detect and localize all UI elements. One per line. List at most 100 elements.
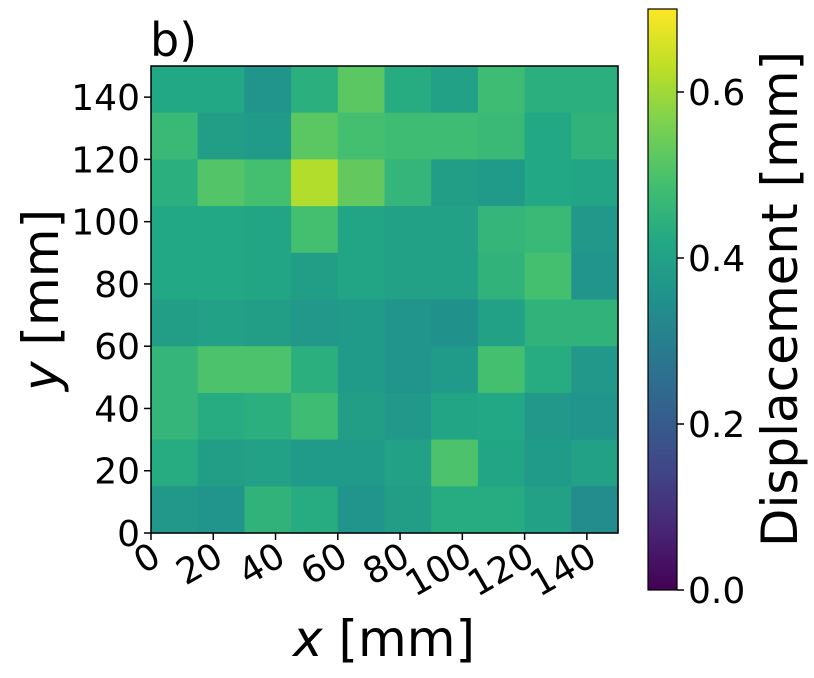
heatmap-cell (337, 439, 386, 487)
heatmap-cell (291, 486, 339, 534)
y-axis: 0 20 40 60 80 100 120 140 (71, 78, 151, 555)
heatmap-cell (291, 439, 339, 487)
heatmap-cell (477, 392, 526, 441)
y-tick-label: 60 (94, 327, 140, 368)
heatmap-cell (431, 252, 479, 301)
y-tick-label: 100 (71, 203, 140, 244)
heatmap-cell (151, 206, 199, 254)
y-tick-label: 80 (94, 265, 140, 306)
heatmap-cell (337, 112, 386, 160)
heatmap-cell (151, 252, 199, 301)
heatmap-cell (291, 66, 339, 114)
heatmap-cell (197, 159, 245, 207)
colorbar (647, 8, 678, 591)
heatmap-cell (291, 299, 339, 347)
heatmap-cell (384, 112, 432, 160)
heatmap-cell (151, 392, 199, 441)
x-axis-var: x (291, 610, 323, 668)
heatmap-cell (571, 112, 619, 160)
heatmap-cell (244, 392, 292, 441)
y-tick-label: 120 (71, 140, 140, 181)
heatmap-cell (431, 66, 479, 114)
heatmap-cell (524, 392, 572, 441)
heatmap-cell (524, 66, 572, 114)
heatmap-cell (244, 66, 292, 114)
heatmap-cell (151, 439, 199, 487)
heatmap-cell (337, 299, 386, 347)
heatmap-cell (337, 346, 386, 394)
heatmap-cell (431, 206, 479, 254)
heatmap-cell (384, 299, 432, 347)
x-axis-unit: [mm] (323, 610, 475, 668)
heatmap-cell (337, 66, 386, 114)
colorbar-tick-label: 0.0 (688, 571, 745, 612)
heatmap-cells (151, 66, 619, 534)
heatmap-cell (244, 206, 292, 254)
heatmap-cell (524, 112, 572, 160)
heatmap-cell (197, 346, 245, 394)
heatmap-cell (151, 486, 199, 534)
heatmap-cell (197, 112, 245, 160)
panel-label: b) (150, 13, 197, 67)
heatmap-cell (477, 346, 526, 394)
heatmap-cell (524, 252, 572, 301)
heatmap-cell (384, 159, 432, 207)
heatmap-cell (291, 346, 339, 394)
y-tick-label: 20 (94, 452, 140, 493)
heatmap-cell (571, 392, 619, 441)
heatmap-cell (571, 159, 619, 207)
heatmap-cell (477, 486, 526, 534)
heatmap-cell (477, 159, 526, 207)
heatmap-cell (337, 392, 386, 441)
heatmap-cell (431, 299, 479, 347)
heatmap-cell (431, 439, 479, 487)
y-tick-label: 40 (94, 389, 140, 430)
y-axis-title: y [mm] (12, 209, 70, 393)
heatmap-cell (431, 392, 479, 441)
heatmap-cell (244, 299, 292, 347)
heatmap-cell (384, 486, 432, 534)
heatmap-cell (384, 346, 432, 394)
heatmap-cell (337, 159, 386, 207)
heatmap-cell (291, 112, 339, 160)
y-axis-unit: [mm] (12, 209, 70, 361)
heatmap-cell (197, 439, 245, 487)
y-tick-label: 0 (117, 514, 140, 555)
heatmap-cell (337, 486, 386, 534)
x-axis-title: x [mm] (291, 610, 475, 668)
heatmap-cell (244, 252, 292, 301)
heatmap-cell (571, 299, 619, 347)
heatmap-cell (337, 252, 386, 301)
heatmap-cell (151, 159, 199, 207)
heatmap-cell (524, 159, 572, 207)
heatmap-cell (244, 112, 292, 160)
heatmap-cell (384, 66, 432, 114)
heatmap-cell (291, 392, 339, 441)
heatmap-cell (477, 439, 526, 487)
heatmap-cell (384, 252, 432, 301)
heatmap-cell (477, 206, 526, 254)
heatmap-cell (244, 159, 292, 207)
x-tick-label: 20 (170, 535, 230, 593)
y-axis-var: y (12, 360, 70, 393)
heatmap-cell (151, 346, 199, 394)
colorbar-tick-label: 0.4 (688, 239, 745, 280)
heatmap-cell (384, 439, 432, 487)
heatmap-cell (384, 206, 432, 254)
heatmap-cell (197, 486, 245, 534)
heatmap-cell (151, 299, 199, 347)
heatmap-cell (524, 299, 572, 347)
heatmap-cell (431, 486, 479, 534)
heatmap-cell (571, 346, 619, 394)
colorbar-tick-label: 0.2 (688, 405, 745, 446)
colorbar-ticks: 0.0 0.2 0.4 0.6 (677, 73, 745, 612)
x-tick-label: 60 (294, 535, 354, 593)
heatmap-cell (197, 206, 245, 254)
heatmap-cell (291, 159, 339, 207)
heatmap-cell (384, 392, 432, 441)
heatmap-cell (524, 206, 572, 254)
x-tick-label: 140 (523, 535, 603, 605)
y-tick-label: 140 (71, 78, 140, 119)
